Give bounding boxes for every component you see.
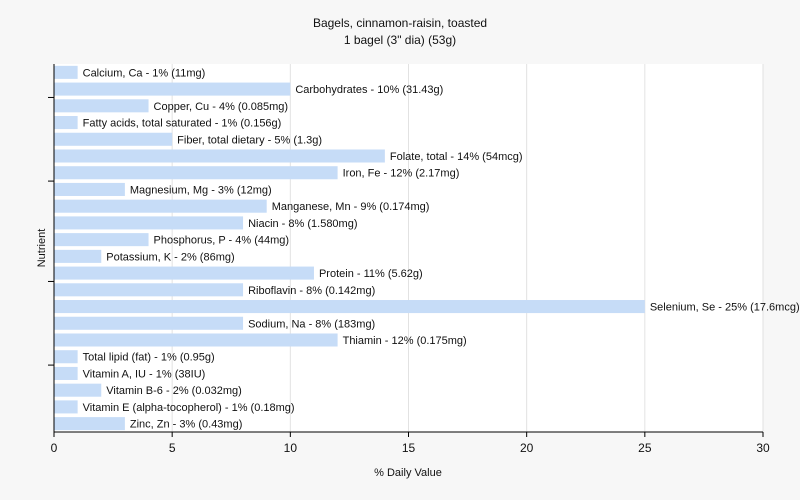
bar [54,283,244,297]
bar-label: Thiamin - 12% (0.175mg) [343,335,467,347]
bar-label: Sodium, Na - 8% (183mg) [248,318,375,330]
bar [54,132,173,146]
bar [54,383,102,397]
bar-label: Selenium, Se - 25% (17.6mcg) [650,302,800,314]
bar-label: Vitamin E (alpha-tocopherol) - 1% (0.18m… [83,402,295,414]
bar [54,199,267,213]
x-tick-label: 0 [51,441,58,455]
bar [54,350,78,364]
x-tick-label: 20 [520,441,534,455]
bar [54,65,78,79]
grid-lines [171,64,764,432]
x-axis-title: % Daily Value [374,467,442,479]
bar-label: Vitamin A, IU - 1% (38IU) [83,368,206,380]
bar-label: Niacin - 8% (1.580mg) [248,218,357,230]
x-tick-label: 5 [169,441,176,455]
bar-label: Protein - 11% (5.62g) [319,268,423,280]
bar-label: Copper, Cu - 4% (0.085mg) [154,101,289,113]
x-tick-label: 25 [638,441,652,455]
bar [54,333,338,347]
chart-title: Bagels, cinnamon-raisin, toasted [313,16,487,30]
bar [54,82,291,96]
bar-label: Iron, Fe - 12% (2.17mg) [343,168,460,180]
bar-label: Potassium, K - 2% (86mg) [106,251,234,263]
bar-label: Vitamin B-6 - 2% (0.032mg) [106,385,242,397]
bar-label: Phosphorus, P - 4% (44mg) [154,235,290,247]
bar-label: Magnesium, Mg - 3% (12mg) [130,184,272,196]
bar-label: Carbohydrates - 10% (31.43g) [295,84,443,96]
bar-label: Total lipid (fat) - 1% (0.95g) [83,352,215,364]
bar [54,266,314,280]
bar [54,116,78,130]
bar-label: Zinc, Zn - 3% (0.43mg) [130,419,242,431]
bar [54,417,125,431]
bar [54,166,338,180]
bar [54,99,149,113]
bar [54,316,244,330]
bar [54,366,78,380]
bar [54,249,102,263]
bars: Calcium, Ca - 1% (11mg) Carbohydrates - 1… [54,65,800,431]
bar-label: Fiber, total dietary - 5% (1.3g) [177,134,322,146]
bar-label: Calcium, Ca - 1% (11mg) [83,67,206,79]
bar-label: Riboflavin - 8% (0.142mg) [248,285,375,297]
bar-label: Folate, total - 14% (54mcg) [390,151,523,163]
x-tick-label: 15 [402,441,416,455]
x-tick-label: 10 [284,441,298,455]
x-tick-label: 30 [756,441,770,455]
bar [54,149,385,163]
bar-label: Fatty acids, total saturated - 1% (0.156… [83,118,282,130]
bar [54,400,78,414]
bar [54,300,645,314]
bar [54,182,125,196]
bar [54,216,244,230]
y-axis-title: Nutrient [36,229,48,268]
bar-label: Manganese, Mn - 9% (0.174mg) [272,201,430,213]
chart-subtitle: 1 bagel (3" dia) (53g) [344,33,456,47]
axes: 0 5 10 15 20 25 30 [48,64,770,455]
bar [54,233,149,247]
